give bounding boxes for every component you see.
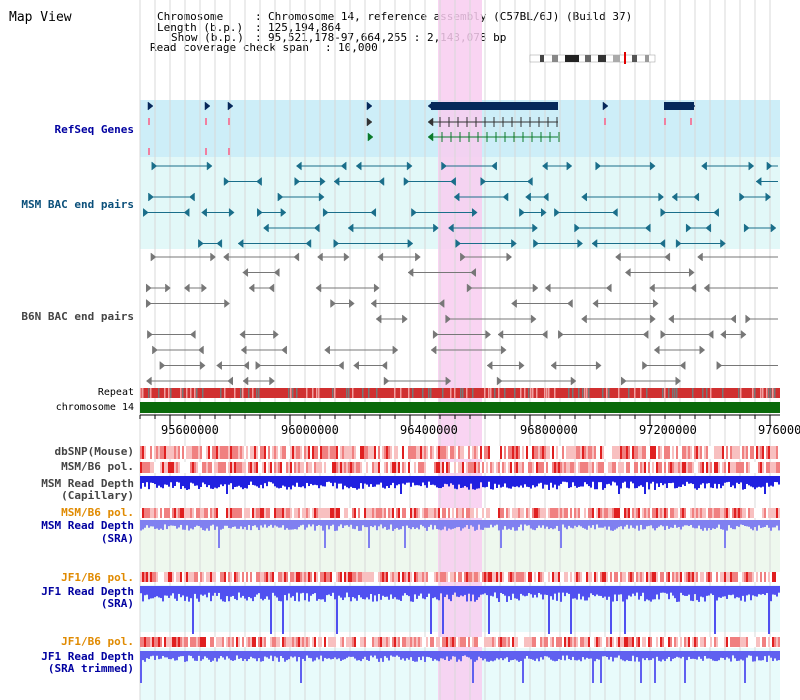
- dbsnp-track[interactable]: [140, 446, 780, 459]
- track-label-jf1-depth-trimmed[interactable]: JF1 Read Depth: [41, 650, 134, 663]
- info-show-key: Show (b.p.): [171, 31, 244, 44]
- jf1-b6-pol-2-track[interactable]: [140, 637, 780, 647]
- axis-tick-label: 95600000: [161, 423, 219, 437]
- track-label-dbsnp[interactable]: dbSNP(Mouse): [54, 445, 134, 458]
- info-chromosome-key: Chromosome: [157, 10, 224, 23]
- track-label-repeat[interactable]: Repeat: [97, 387, 134, 398]
- track-label-refseq[interactable]: RefSeq Genes: [54, 123, 134, 136]
- track-label-jf1-b6-pol-2[interactable]: JF1/B6 pol.: [61, 635, 134, 648]
- b6n-bac-features[interactable]: [145, 252, 778, 386]
- jf1-read-depth-trimmed-track[interactable]: [140, 651, 780, 683]
- chromosome-ideogram[interactable]: [529, 52, 656, 64]
- track-label-msm-bac[interactable]: MSM BAC end pairs: [21, 198, 134, 211]
- msm-bac-features[interactable]: [143, 161, 778, 249]
- info-colon-1: :: [255, 10, 262, 23]
- msm-b6-pol-2-track[interactable]: [140, 508, 780, 518]
- jf1-b6-pol-track[interactable]: [140, 572, 780, 582]
- track-label-jf1-depth-trimmed-sub: (SRA trimmed): [47, 662, 134, 675]
- axis-tick-label: 96000000: [281, 423, 339, 437]
- info-length-key: Length (b.p.): [157, 21, 244, 34]
- track-label-jf1-depth-sra-sub: (SRA): [100, 597, 134, 610]
- track-label-msm-depth-capillary[interactable]: MSM Read Depth: [41, 477, 134, 490]
- axis-tick-label: 976000: [758, 423, 800, 437]
- msm-read-depth-capillary-track[interactable]: [140, 476, 780, 494]
- axis-tick-label: 96800000: [520, 423, 578, 437]
- track-label-chromosome[interactable]: chromosome 14: [55, 402, 134, 413]
- track-label-jf1-depth-sra[interactable]: JF1 Read Depth: [41, 585, 134, 598]
- info-span-key: Read coverage check span: [150, 41, 309, 54]
- repeat-track-bar[interactable]: [140, 388, 780, 398]
- track-label-msm-depth-sra-sub: (SRA): [100, 532, 134, 545]
- axis-tick-label: 96400000: [400, 423, 458, 437]
- info-span-value: 10,000: [338, 41, 378, 54]
- msm-read-depth-sra-track[interactable]: [140, 520, 780, 548]
- track-label-b6n-bac[interactable]: B6N BAC end pairs: [21, 310, 134, 323]
- refseq-genes-features[interactable]: [147, 101, 696, 155]
- info-colon-4: :: [325, 41, 332, 54]
- info-colon-2: :: [255, 21, 262, 34]
- chromosome-14-bar[interactable]: [140, 402, 780, 413]
- info-length-value: 125,194,864: [268, 21, 341, 34]
- map-view-title: Map View: [9, 10, 72, 25]
- jf1-read-depth-sra-track[interactable]: [140, 586, 780, 634]
- info-colon-3: :: [255, 31, 262, 44]
- track-label-jf1-b6-pol[interactable]: JF1/B6 pol.: [61, 571, 134, 584]
- axis-ticks: [139, 415, 771, 425]
- track-label-msm-depth-sra[interactable]: MSM Read Depth: [41, 519, 134, 532]
- track-label-msm-depth-capillary-sub: (Capillary): [61, 489, 134, 502]
- msm-b6-pol-track[interactable]: [140, 462, 780, 473]
- track-label-msm-b6-pol-2[interactable]: MSM/B6 pol.: [61, 506, 134, 519]
- track-label-msm-b6-pol[interactable]: MSM/B6 pol.: [61, 460, 134, 473]
- axis-tick-label: 97200000: [639, 423, 697, 437]
